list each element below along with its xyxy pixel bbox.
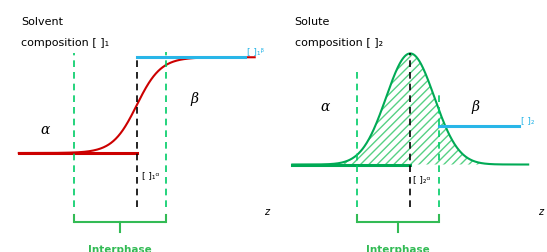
Text: [ ]₁ᵝ: [ ]₁ᵝ <box>247 47 265 56</box>
Text: [ ]₂ᵅ: [ ]₂ᵅ <box>412 175 430 184</box>
Text: composition [ ]₂: composition [ ]₂ <box>295 38 383 48</box>
Text: β: β <box>471 100 479 114</box>
Text: β: β <box>190 92 199 106</box>
Text: Solute: Solute <box>295 17 330 27</box>
Text: [ ]₁ᵅ: [ ]₁ᵅ <box>142 172 159 180</box>
Text: Interphase: Interphase <box>88 245 152 252</box>
Text: z: z <box>538 207 543 217</box>
Text: α: α <box>321 100 330 114</box>
Text: α: α <box>40 123 50 137</box>
Text: Solvent: Solvent <box>21 17 63 27</box>
Text: [ ]₂: [ ]₂ <box>521 116 534 125</box>
Text: Interphase: Interphase <box>366 245 430 252</box>
Text: z: z <box>264 207 269 217</box>
Text: composition [ ]₁: composition [ ]₁ <box>21 38 109 48</box>
